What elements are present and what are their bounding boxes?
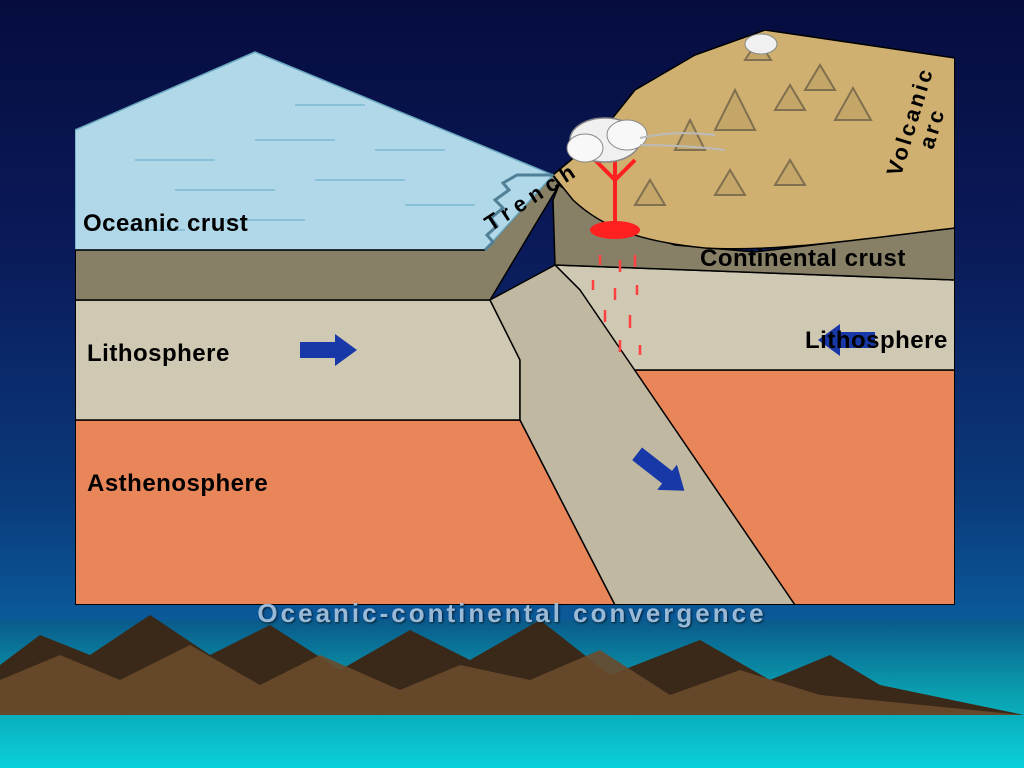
label-oceanic-crust: Oceanic crust: [83, 210, 248, 238]
geology-svg: [75, 30, 955, 605]
label-asthenosphere: Asthenosphere: [87, 470, 268, 498]
label-lithosphere-right: Lithosphere: [805, 327, 948, 355]
cross-section-diagram: Oceanic crust Continental crust Lithosph…: [75, 30, 955, 605]
diagram-title: Oceanic-continental convergence: [0, 598, 1024, 629]
label-continental-crust: Continental crust: [700, 245, 906, 273]
label-lithosphere-left: Lithosphere: [87, 340, 230, 368]
